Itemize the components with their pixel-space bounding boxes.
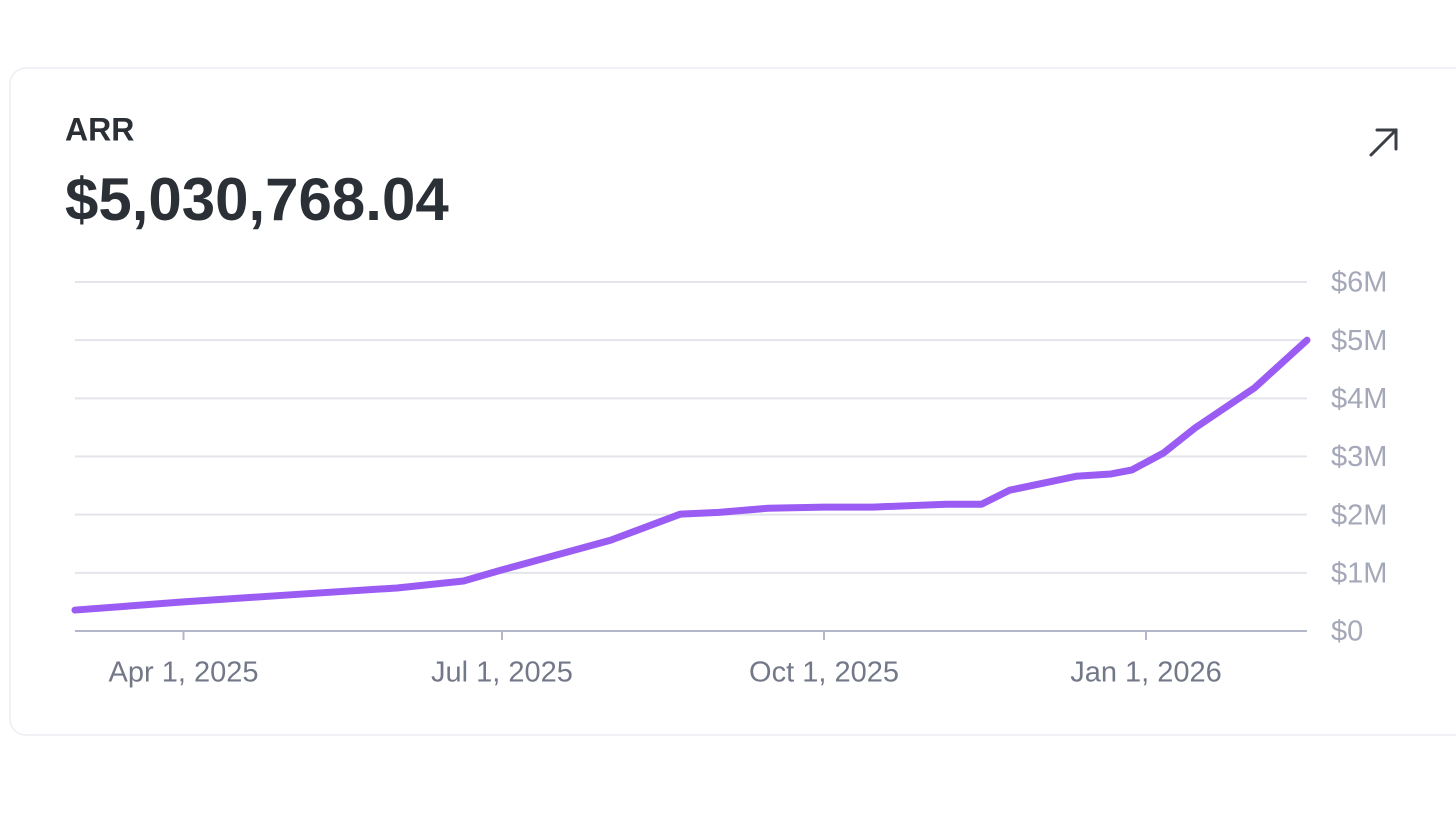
y-tick-label: $5M xyxy=(1331,325,1387,357)
y-tick-label: $1M xyxy=(1331,557,1387,589)
x-tick-label: Jan 1, 2026 xyxy=(1070,657,1222,689)
x-tick-label: Oct 1, 2025 xyxy=(749,657,899,689)
x-tick-label: Jul 1, 2025 xyxy=(431,657,573,689)
y-tick-label: $2M xyxy=(1331,499,1387,531)
y-tick-label: $3M xyxy=(1331,441,1387,473)
y-tick-label: $0 xyxy=(1331,616,1363,648)
card xyxy=(9,67,1456,736)
icon-stroke xyxy=(1369,128,1398,157)
y-tick-label: $6M xyxy=(1331,267,1387,299)
series-line xyxy=(71,336,1311,614)
expand-icon[interactable] xyxy=(1369,128,1398,157)
y-tick-label: $4M xyxy=(1331,383,1387,415)
big-number: $5,030,768.04 xyxy=(65,166,449,233)
icon-stroke xyxy=(1375,128,1398,151)
card-title: ARR xyxy=(65,111,134,147)
x-tick-label: Apr 1, 2025 xyxy=(109,657,259,689)
